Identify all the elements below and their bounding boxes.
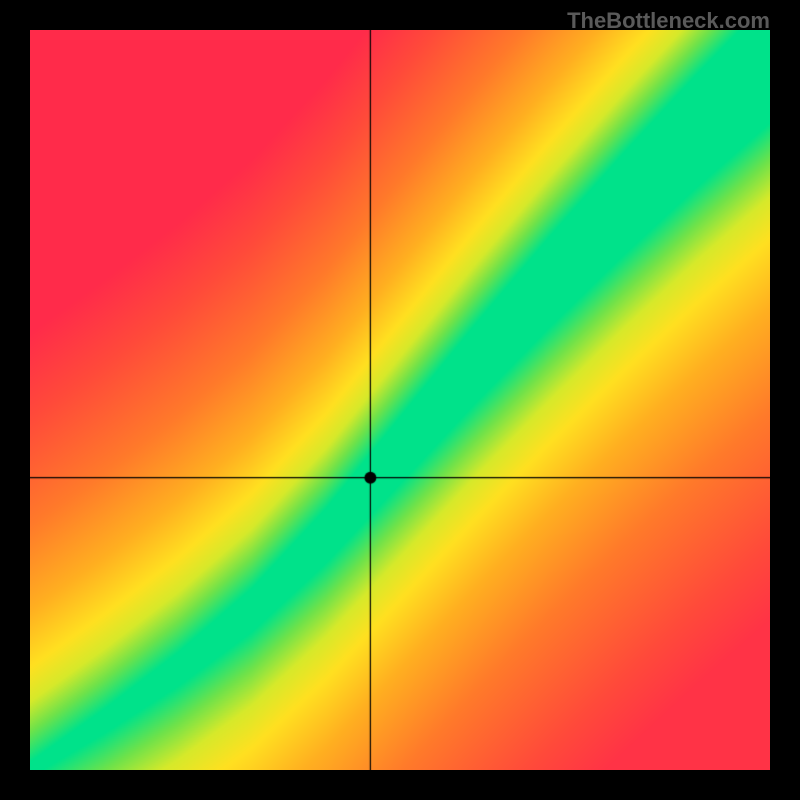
plot-area (30, 30, 770, 770)
chart-container: TheBottleneck.com (0, 0, 800, 800)
watermark-text: TheBottleneck.com (567, 8, 770, 34)
heatmap-canvas (30, 30, 770, 770)
